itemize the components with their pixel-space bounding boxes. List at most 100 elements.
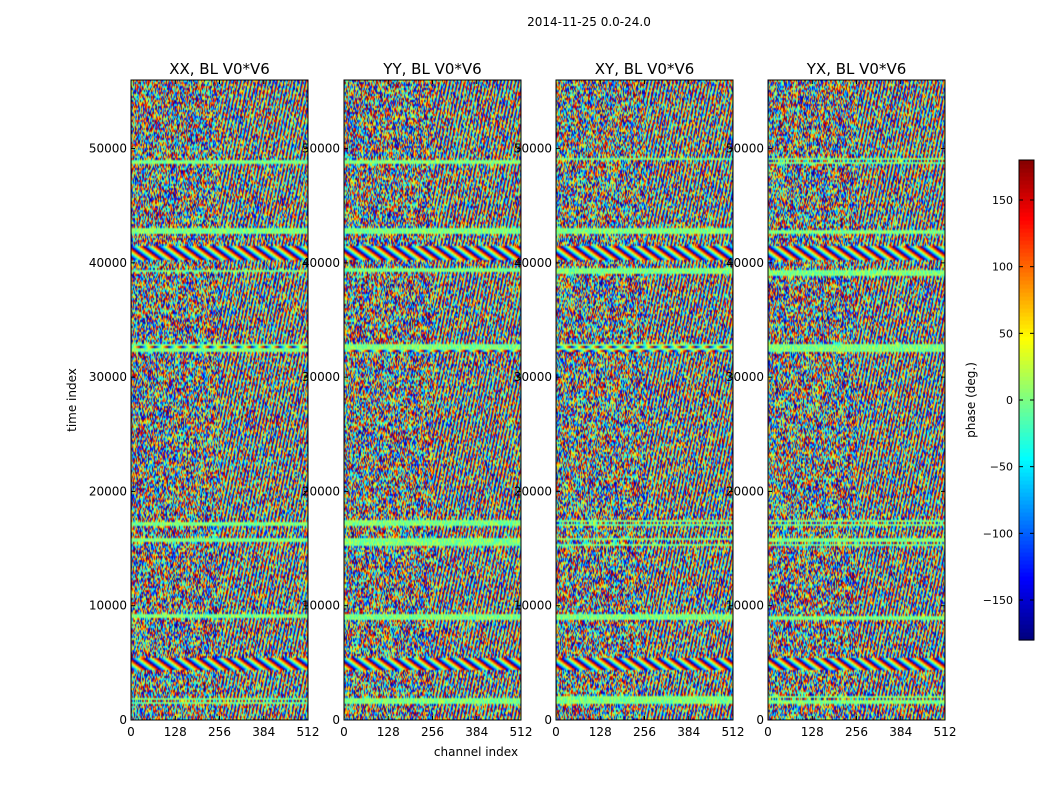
x-tick-label: 128 (589, 725, 612, 739)
colorbar-tick-label: −100 (983, 527, 1013, 540)
colorbar-label: phase (deg.) (964, 362, 978, 438)
y-tick-label: 20000 (514, 484, 552, 498)
x-tick-label: 512 (934, 725, 957, 739)
colorbar-swatch (1019, 404, 1034, 409)
colorbar-swatch (1019, 348, 1034, 353)
x-tick-label: 384 (677, 725, 700, 739)
colorbar-swatch (1019, 504, 1034, 509)
colorbar-swatch (1019, 272, 1034, 277)
colorbar-tick-label: 50 (999, 327, 1013, 340)
colorbar-swatch (1019, 472, 1034, 477)
colorbar-swatch (1019, 192, 1034, 197)
colorbar-swatch (1019, 204, 1034, 209)
panel-heatmap (768, 80, 945, 720)
colorbar-swatch (1019, 432, 1034, 437)
x-tick-label: 384 (465, 725, 488, 739)
colorbar-swatch (1019, 288, 1034, 293)
y-tick-label: 50000 (726, 142, 764, 156)
colorbar-swatch (1019, 208, 1034, 213)
y-tick-label: 0 (119, 713, 127, 727)
colorbar-swatch (1019, 240, 1034, 245)
colorbar-swatch (1019, 264, 1034, 269)
x-tick-label: 0 (340, 725, 348, 739)
colorbar-swatch (1019, 308, 1034, 313)
x-axis-label: channel index (434, 745, 518, 759)
colorbar-swatch (1019, 468, 1034, 473)
y-tick-label: 20000 (89, 484, 127, 498)
y-tick-label: 0 (544, 713, 552, 727)
y-tick-label: 20000 (726, 484, 764, 498)
colorbar-swatch (1019, 448, 1034, 453)
colorbar-swatch (1019, 180, 1034, 185)
colorbar-swatch (1019, 536, 1034, 541)
panel-xx: XX, BL V0*V6 0 128 256 384 512 0 10000 20000 3000… (89, 60, 320, 739)
x-tick-label: 256 (208, 725, 231, 739)
colorbar-swatch (1019, 524, 1034, 529)
x-tick-label: 512 (297, 725, 320, 739)
colorbar-swatch (1019, 168, 1034, 173)
y-tick-label: 10000 (726, 599, 764, 613)
y-tick-label: 50000 (89, 142, 127, 156)
colorbar-swatch (1019, 416, 1034, 421)
colorbar-swatch (1019, 484, 1034, 489)
colorbar-swatch (1019, 596, 1034, 601)
colorbar-swatch (1019, 340, 1034, 345)
colorbar-swatch (1019, 172, 1034, 177)
colorbar-swatch (1019, 248, 1034, 253)
figure-suptitle: 2014-11-25 0.0-24.0 (527, 15, 651, 29)
colorbar-swatch (1019, 628, 1034, 633)
y-tick-label: 40000 (514, 256, 552, 270)
colorbar-swatch (1019, 436, 1034, 441)
colorbar-swatch (1019, 500, 1034, 505)
colorbar-swatch (1019, 528, 1034, 533)
colorbar-swatch (1019, 496, 1034, 501)
colorbar-swatch (1019, 412, 1034, 417)
colorbar-swatch (1019, 376, 1034, 381)
colorbar-swatch (1019, 184, 1034, 189)
panel-xy: XY, BL V0*V6 0 128 256 384 512 0 10000 20000 3000… (514, 60, 745, 739)
colorbar-swatch (1019, 488, 1034, 493)
colorbar-swatch (1019, 388, 1034, 393)
colorbar-swatch (1019, 424, 1034, 429)
panel-title: YX, BL V0*V6 (806, 60, 907, 78)
colorbar-swatch (1019, 568, 1034, 573)
colorbar-swatch (1019, 420, 1034, 425)
y-tick-label: 30000 (89, 370, 127, 384)
colorbar-swatch (1019, 476, 1034, 481)
colorbar-tick-label: 100 (992, 261, 1013, 274)
colorbar-swatch (1019, 356, 1034, 361)
y-tick-label: 40000 (726, 256, 764, 270)
colorbar-swatch (1019, 304, 1034, 309)
y-axis-label: time index (65, 368, 79, 432)
colorbar: 150 100 50 0 −50 −100 −150 (983, 159, 1035, 641)
colorbar-swatch (1019, 520, 1034, 525)
colorbar-swatch (1019, 352, 1034, 357)
y-tick-label: 30000 (726, 370, 764, 384)
colorbar-swatch (1019, 624, 1034, 629)
y-tick-label: 0 (332, 713, 340, 727)
colorbar-swatch (1019, 160, 1034, 165)
colorbar-swatch (1019, 220, 1034, 225)
colorbar-tick-label: −150 (983, 594, 1013, 607)
colorbar-swatch (1019, 224, 1034, 229)
colorbar-swatch (1019, 540, 1034, 545)
colorbar-swatch (1019, 256, 1034, 261)
colorbar-swatch (1019, 344, 1034, 349)
panel-title: XX, BL V0*V6 (169, 60, 270, 78)
panels-group: XX, BL V0*V6 0 128 256 384 512 0 10000 20000 3000… (89, 60, 957, 739)
colorbar-swatch (1019, 552, 1034, 557)
colorbar-swatch (1019, 532, 1034, 537)
colorbar-swatch (1019, 196, 1034, 201)
colorbar-swatch (1019, 176, 1034, 181)
colorbar-swatch (1019, 252, 1034, 257)
colorbar-swatch (1019, 268, 1034, 273)
y-tick-label: 40000 (302, 256, 340, 270)
colorbar-swatch (1019, 576, 1034, 581)
y-tick-label: 40000 (89, 256, 127, 270)
colorbar-swatch (1019, 328, 1034, 333)
colorbar-swatch (1019, 320, 1034, 325)
panel-yx: YX, BL V0*V6 0 128 256 384 512 0 10000 20000 3000… (726, 60, 957, 739)
colorbar-swatch (1019, 636, 1034, 641)
panel-title: YY, BL V0*V6 (382, 60, 481, 78)
